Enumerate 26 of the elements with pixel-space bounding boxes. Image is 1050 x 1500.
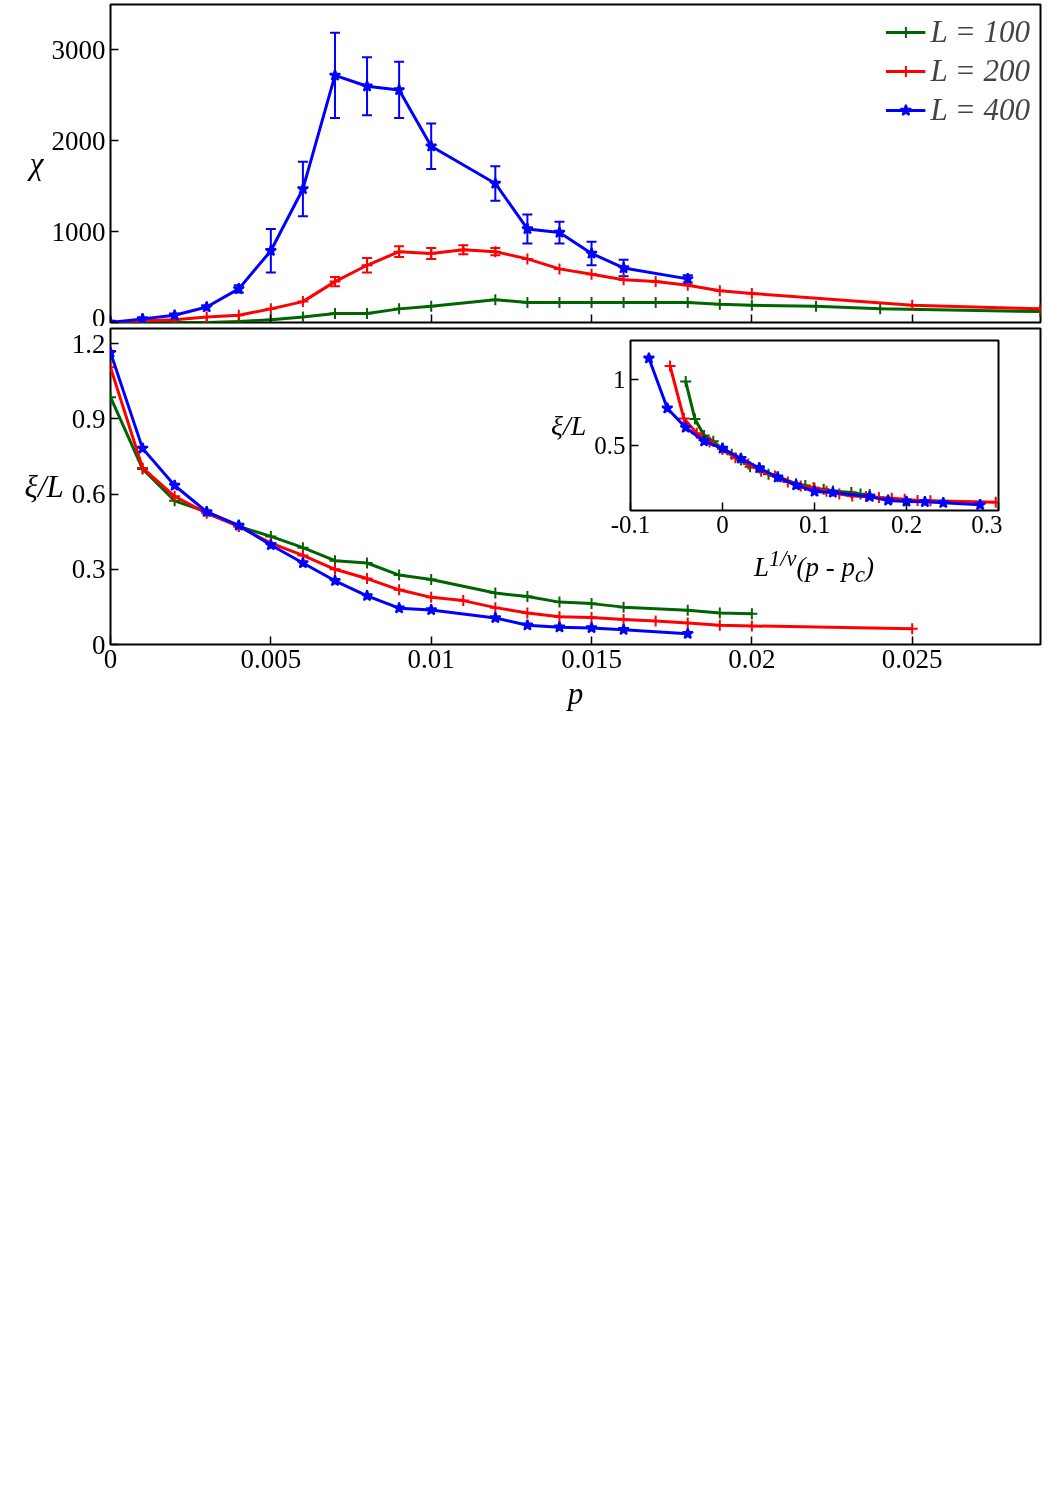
x-tick-label: 0.1 xyxy=(798,510,831,538)
y-tick-label: 2000 xyxy=(51,125,106,156)
x-tick-label: 0 xyxy=(716,510,729,538)
y-axis-title: χ xyxy=(26,146,45,181)
legend-label: L = 200 xyxy=(930,53,1030,89)
y-tick-label: 0.3 xyxy=(71,554,106,585)
x-tick-label: -0.1 xyxy=(610,510,651,538)
x-axis-title: L$^{1/ν}$(p - p$_{c}$) xyxy=(752,546,875,588)
y-tick-label: 3000 xyxy=(51,34,106,65)
legend-label: L = 100 xyxy=(930,14,1030,50)
x-tick-label: 0.025 xyxy=(881,643,943,674)
x-tick-label: 0.005 xyxy=(240,643,302,674)
legend-label: L = 400 xyxy=(930,92,1030,128)
x-tick-label: 0.3 xyxy=(971,510,1003,538)
y-tick-label: 0.9 xyxy=(71,403,106,434)
y-tick-label: 1 xyxy=(613,366,626,394)
y-tick-label: 0.6 xyxy=(71,479,106,510)
y-axis-title: ξ/L xyxy=(24,469,64,504)
x-tick-label: 0.02 xyxy=(728,643,776,674)
y-tick-label: 0.5 xyxy=(594,431,626,459)
x-tick-label: 0.2 xyxy=(890,510,923,538)
x-axis-title: p xyxy=(565,675,584,711)
y-axis-title: ξ/L xyxy=(550,410,587,441)
y-tick-label: 1000 xyxy=(51,216,106,247)
x-tick-label: 0.015 xyxy=(561,643,622,674)
x-tick-label: 0.01 xyxy=(407,643,455,674)
